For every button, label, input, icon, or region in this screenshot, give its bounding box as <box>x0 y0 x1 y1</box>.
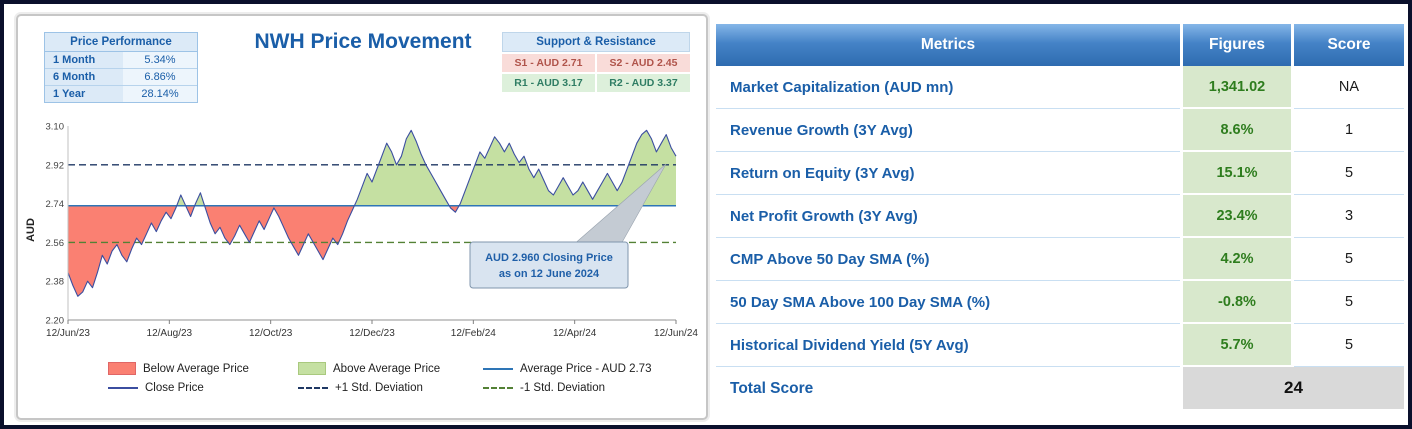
support-2-cell: S2 - AUD 2.45 <box>597 54 690 72</box>
svg-text:2.20: 2.20 <box>46 316 65 327</box>
metric-name: Revenue Growth (3Y Avg) <box>716 109 1180 152</box>
price-performance-table: Price Performance 1 Month 5.34% 6 Month … <box>44 32 198 103</box>
price-movement-panel: Price Performance 1 Month 5.34% 6 Month … <box>16 14 708 420</box>
metric-figure: 4.2% <box>1183 238 1291 281</box>
figures-column-header: Figures <box>1183 24 1291 66</box>
close-price-line-icon <box>108 387 138 389</box>
metric-name: CMP Above 50 Day SMA (%) <box>716 238 1180 281</box>
metric-figure: 1,341.02 <box>1183 66 1291 109</box>
support-1-cell: S1 - AUD 2.71 <box>502 54 595 72</box>
price-performance-row: 1 Month 5.34% <box>45 52 197 69</box>
below-average-swatch-icon <box>108 362 136 375</box>
legend-item: Above Average Price <box>298 362 483 375</box>
svg-text:2.56: 2.56 <box>46 238 65 249</box>
period-label: 1 Month <box>45 52 123 68</box>
svg-text:AUD 2.960 Closing Price: AUD 2.960 Closing Price <box>485 252 613 264</box>
metric-score: 3 <box>1294 195 1404 238</box>
svg-text:12/Dec/23: 12/Dec/23 <box>349 328 395 339</box>
price-performance-row: 6 Month 6.86% <box>45 69 197 86</box>
support-resistance-table: Support & Resistance S1 - AUD 2.71 S2 - … <box>502 32 690 92</box>
score-column-header: Score <box>1294 24 1404 66</box>
above-average-swatch-icon <box>298 362 326 375</box>
metric-name: Return on Equity (3Y Avg) <box>716 152 1180 195</box>
period-value: 6.86% <box>123 69 197 85</box>
metrics-column-header: Metrics <box>716 24 1180 66</box>
svg-text:12/Jun/23: 12/Jun/23 <box>46 328 90 339</box>
metric-name: Historical Dividend Yield (5Y Avg) <box>716 324 1180 367</box>
price-performance-header: Price Performance <box>45 33 197 52</box>
metric-score: 5 <box>1294 238 1404 281</box>
svg-text:12/Feb/24: 12/Feb/24 <box>451 328 496 339</box>
legend-item: -1 Std. Deviation <box>483 382 683 394</box>
average-price-line-icon <box>483 367 513 370</box>
legend-item: Close Price <box>108 382 298 394</box>
metric-figure: 5.7% <box>1183 324 1291 367</box>
legend-label: Close Price <box>145 382 204 394</box>
price-performance-row: 1 Year 28.14% <box>45 86 197 102</box>
support-resistance-grid: S1 - AUD 2.71 S2 - AUD 2.45 R1 - AUD 3.1… <box>502 54 690 92</box>
metric-figure: 8.6% <box>1183 109 1291 152</box>
metric-name: Net Profit Growth (3Y Avg) <box>716 195 1180 238</box>
metric-score: 5 <box>1294 152 1404 195</box>
svg-text:12/Oct/23: 12/Oct/23 <box>249 328 293 339</box>
metrics-score-table: Metrics Figures Score Market Capitalizat… <box>716 24 1404 410</box>
legend-label: Average Price - AUD 2.73 <box>520 362 652 375</box>
metric-figure: 23.4% <box>1183 195 1291 238</box>
metric-score: 5 <box>1294 324 1404 367</box>
metric-figure: 15.1% <box>1183 152 1291 195</box>
metric-name: Market Capitalization (AUD mn) <box>716 66 1180 109</box>
metric-score: 5 <box>1294 281 1404 324</box>
legend-label: Below Average Price <box>143 362 249 375</box>
price-chart: 2.20 2.38 2.56 2.74 2.92 3.10 AUD 12/Jun/23 12/A… <box>25 122 698 340</box>
svg-text:AUD: AUD <box>25 218 37 242</box>
svg-text:2.38: 2.38 <box>46 277 65 288</box>
support-resistance-header: Support & Resistance <box>502 32 690 52</box>
metric-figure: -0.8% <box>1183 281 1291 324</box>
minus-std-dev-line-icon <box>483 387 513 389</box>
period-value: 28.14% <box>123 86 197 102</box>
period-label: 6 Month <box>45 69 123 85</box>
total-score-label: Total Score <box>730 379 814 397</box>
total-score-value: 24 <box>1183 367 1404 409</box>
svg-text:12/Apr/24: 12/Apr/24 <box>553 328 597 339</box>
metric-score: 1 <box>1294 109 1404 152</box>
metric-score: NA <box>1294 66 1404 109</box>
legend-item: Average Price - AUD 2.73 <box>483 363 683 375</box>
legend-label: Above Average Price <box>333 362 441 375</box>
svg-text:12/Jun/24: 12/Jun/24 <box>654 328 698 339</box>
resistance-2-cell: R2 - AUD 3.37 <box>597 74 690 92</box>
period-value: 5.34% <box>123 52 197 68</box>
svg-text:3.10: 3.10 <box>46 122 65 133</box>
legend-label: -1 Std. Deviation <box>520 382 606 394</box>
legend-item: +1 Std. Deviation <box>298 382 483 394</box>
svg-text:2.74: 2.74 <box>46 199 65 210</box>
metric-name: 50 Day SMA Above 100 Day SMA (%) <box>716 281 1180 324</box>
chart-legend: Below Average Price Above Average Price … <box>108 362 683 394</box>
plus-std-dev-line-icon <box>298 387 328 389</box>
legend-item: Below Average Price <box>108 362 298 375</box>
legend-label: +1 Std. Deviation <box>335 382 423 394</box>
svg-text:12/Aug/23: 12/Aug/23 <box>147 328 193 339</box>
period-label: 1 Year <box>45 86 123 102</box>
svg-text:as on 12 June 2024: as on 12 June 2024 <box>499 268 600 280</box>
chart-title: NWH Price Movement <box>254 30 472 53</box>
resistance-1-cell: R1 - AUD 3.17 <box>502 74 595 92</box>
svg-text:2.92: 2.92 <box>46 160 65 171</box>
